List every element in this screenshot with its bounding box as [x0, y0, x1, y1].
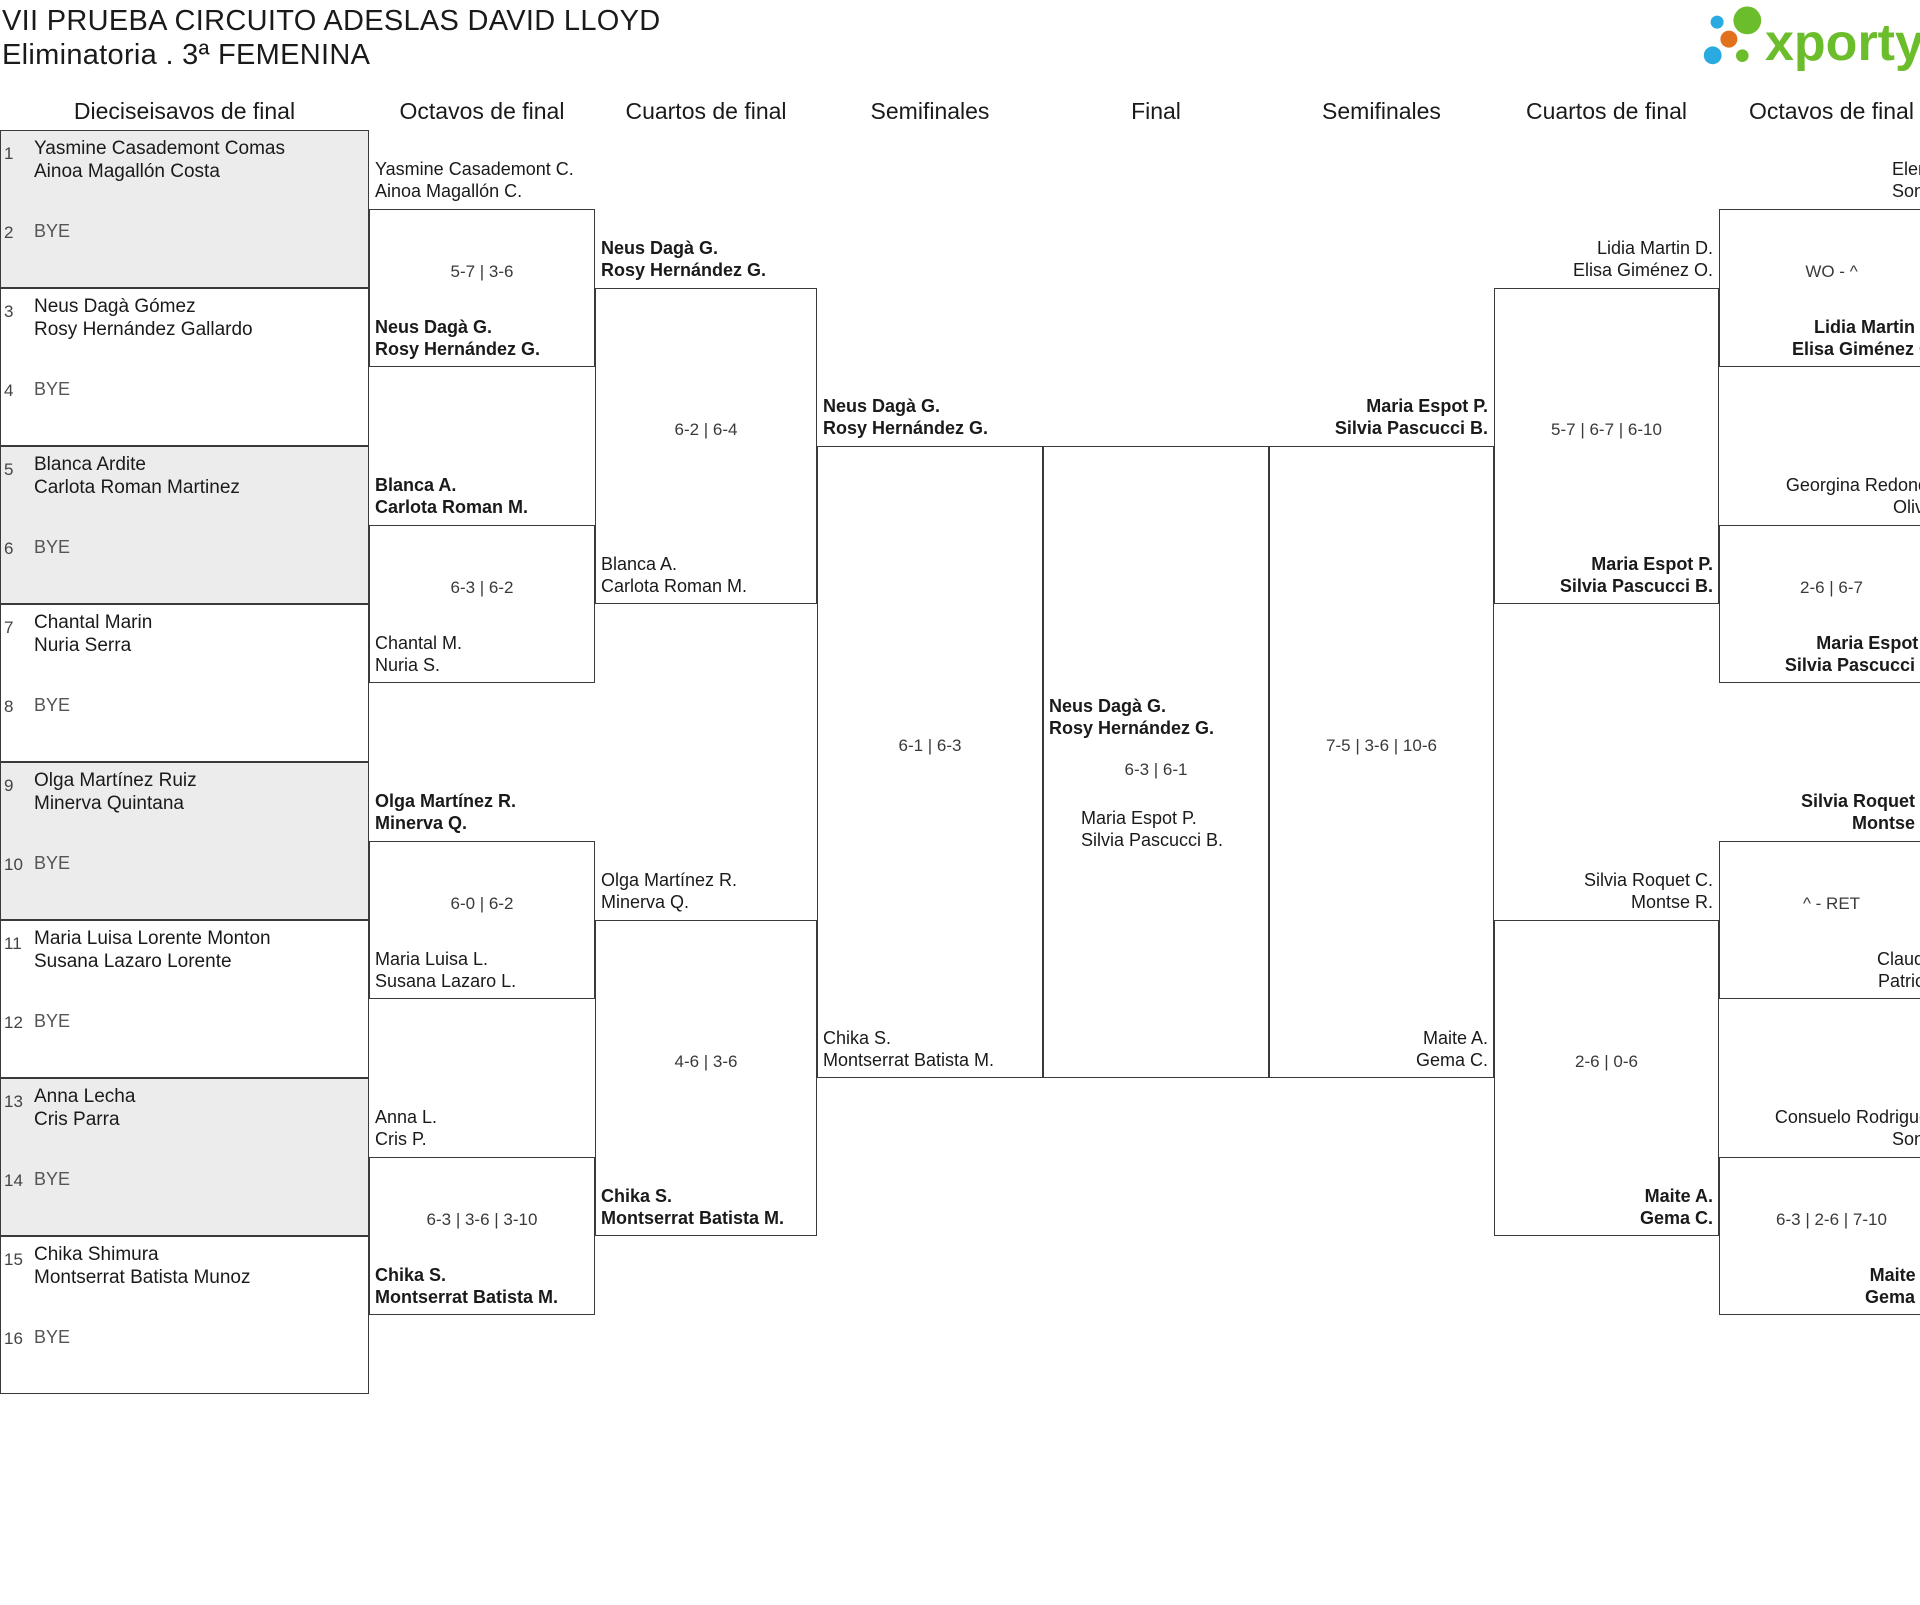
svg-text:xporty: xporty: [1765, 14, 1920, 72]
